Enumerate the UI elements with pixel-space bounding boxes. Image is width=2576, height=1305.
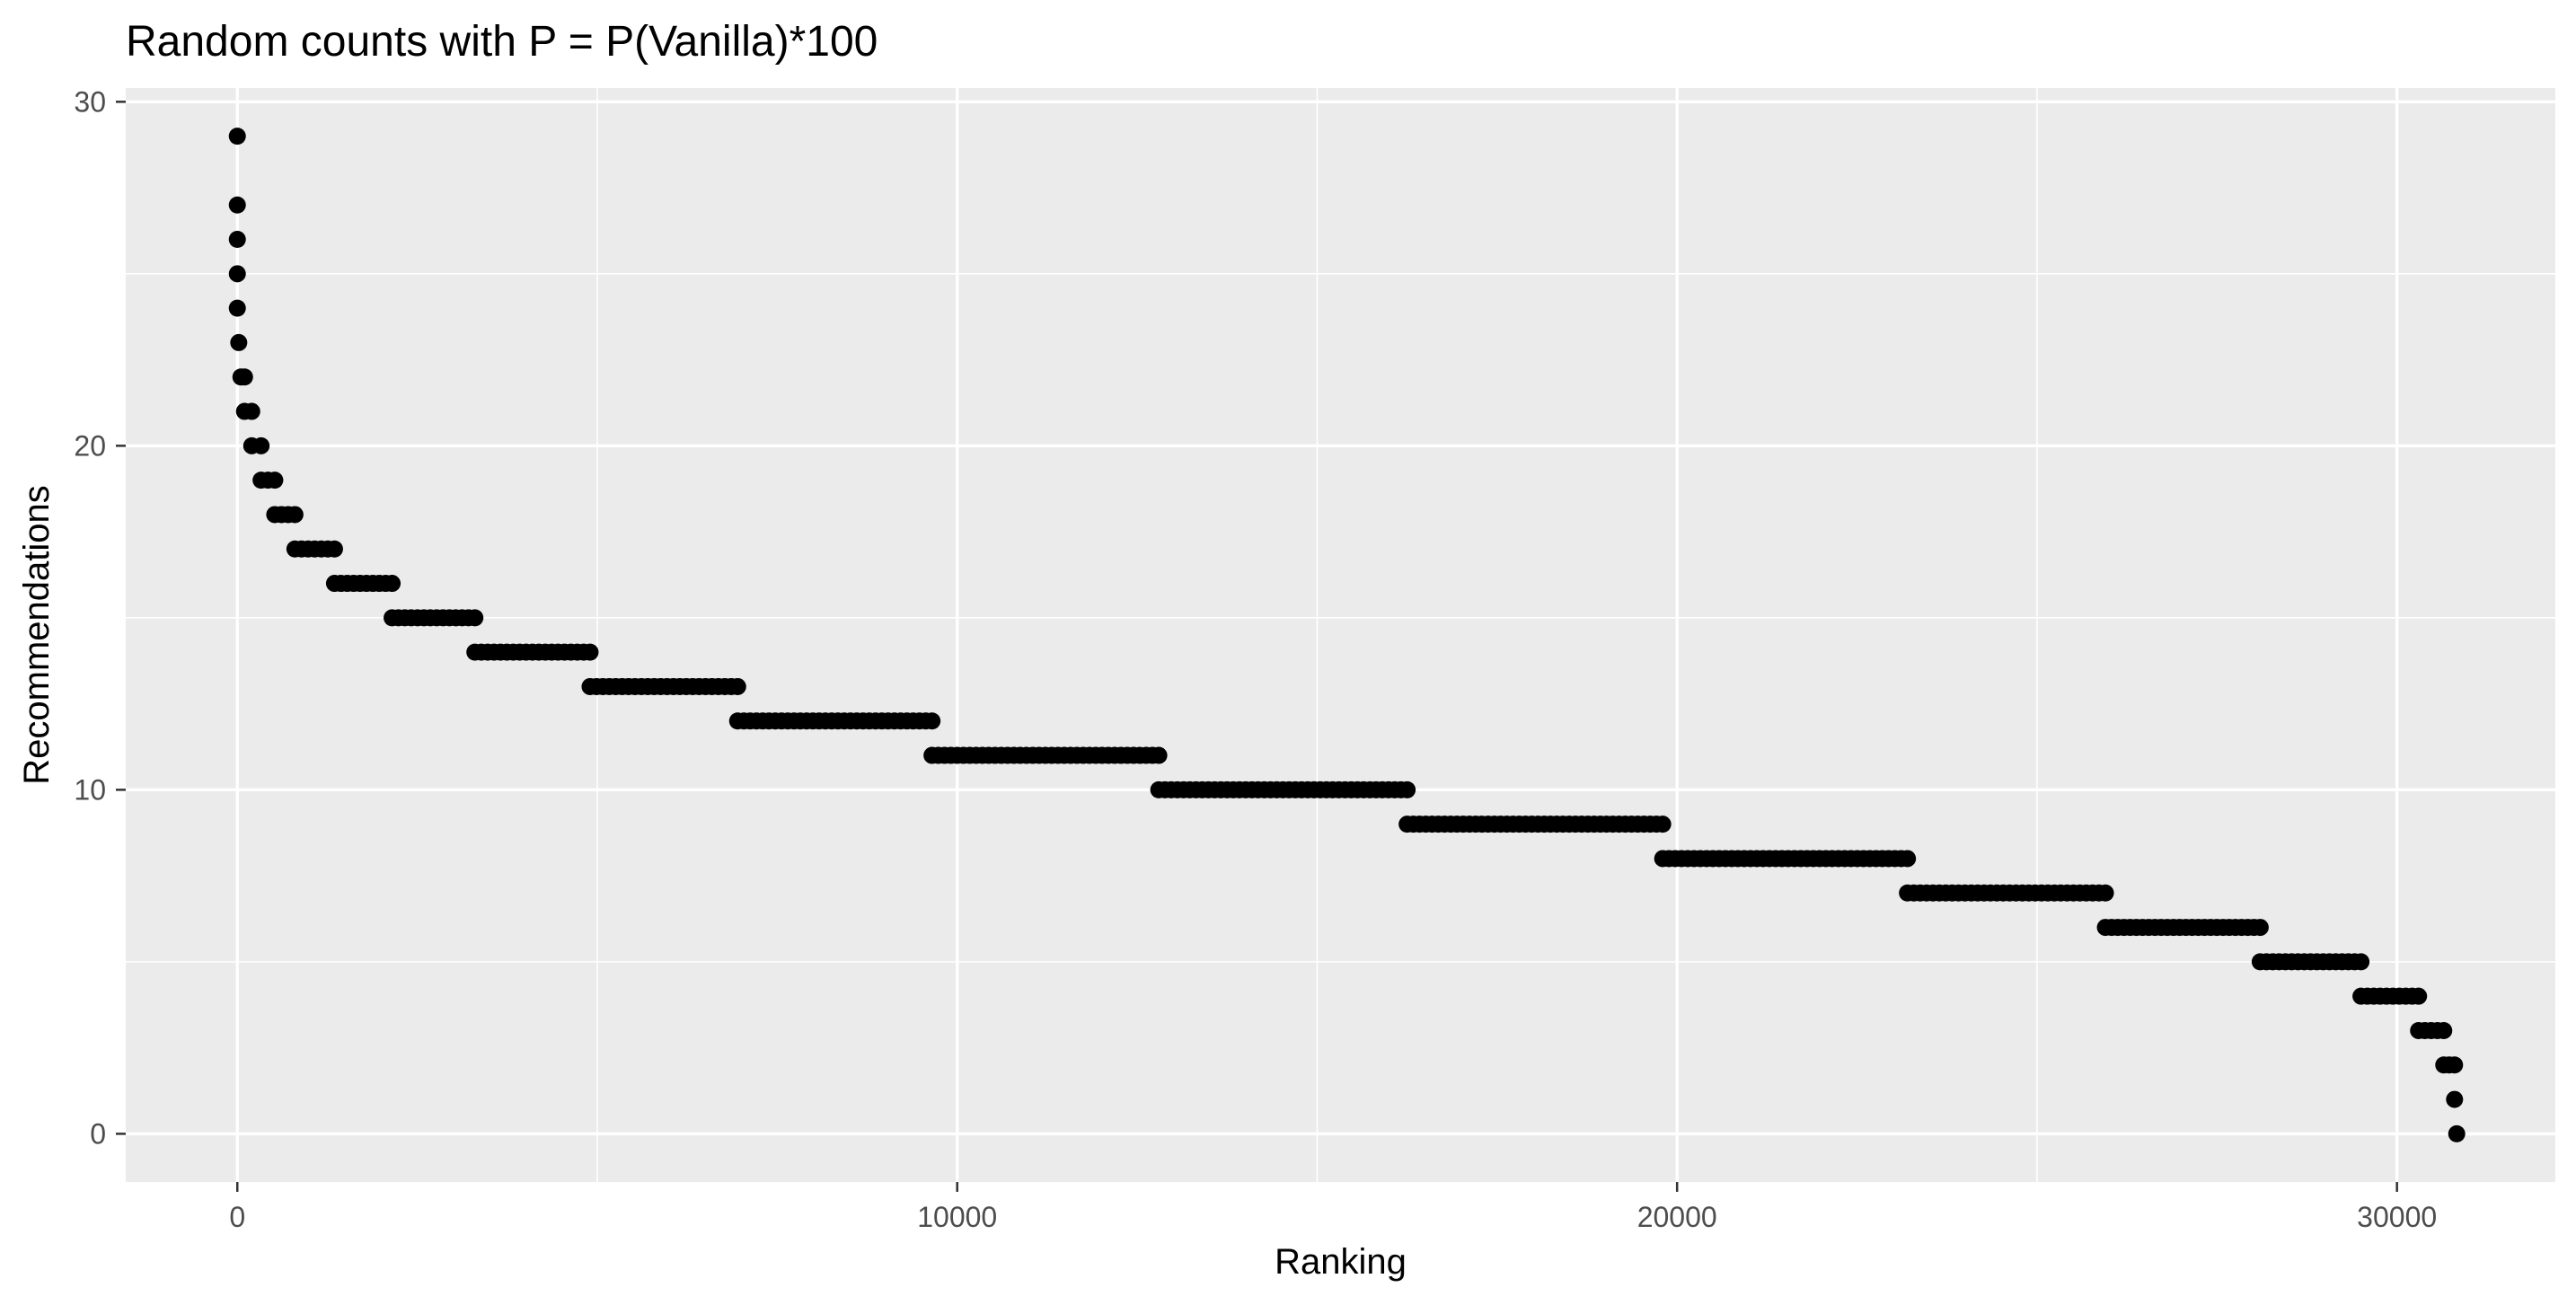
point-run-18 xyxy=(266,506,304,524)
x-tick-label: 20000 xyxy=(1637,1201,1717,1233)
point-run-24 xyxy=(228,299,246,317)
point-run-10 xyxy=(1150,780,1416,798)
point-run-23 xyxy=(230,333,248,351)
point-run-4 xyxy=(2352,987,2428,1005)
point-run-27 xyxy=(228,196,246,214)
data-point xyxy=(325,540,343,558)
data-point xyxy=(1899,850,1917,868)
data-point xyxy=(923,712,941,730)
point-run-20 xyxy=(243,436,270,454)
point-run-2 xyxy=(2435,1056,2464,1074)
y-tick-label: 30 xyxy=(74,85,106,118)
data-point xyxy=(384,575,401,593)
data-point xyxy=(2446,1056,2464,1074)
point-run-6 xyxy=(2096,919,2269,937)
x-tick-label: 0 xyxy=(229,1201,245,1233)
chart-title: Random counts with P = P(Vanilla)*100 xyxy=(126,18,878,66)
plot-panel xyxy=(126,88,2555,1182)
x-axis-title: Ranking xyxy=(1275,1242,1407,1282)
data-point xyxy=(466,609,484,627)
point-run-7 xyxy=(1899,884,2114,902)
data-point xyxy=(1398,780,1416,798)
data-point xyxy=(228,128,246,145)
point-run-25 xyxy=(228,265,246,283)
y-tick-label: 0 xyxy=(90,1117,106,1150)
data-point xyxy=(728,677,746,695)
point-run-8 xyxy=(1654,850,1917,868)
point-run-9 xyxy=(1398,816,1672,833)
point-run-17 xyxy=(286,540,343,558)
point-run-1 xyxy=(2446,1090,2464,1108)
data-point xyxy=(228,196,246,214)
point-run-14 xyxy=(466,643,599,661)
point-run-12 xyxy=(728,712,941,730)
x-tick-label: 30000 xyxy=(2357,1201,2437,1233)
data-point xyxy=(228,299,246,317)
point-run-29 xyxy=(228,128,246,145)
data-point xyxy=(2448,1124,2466,1142)
y-tick-label: 20 xyxy=(74,429,106,462)
point-run-0 xyxy=(2448,1124,2466,1142)
data-point xyxy=(1654,816,1672,833)
data-point xyxy=(581,643,599,661)
data-point xyxy=(228,231,246,249)
point-run-3 xyxy=(2410,1021,2453,1039)
data-point xyxy=(2251,919,2269,937)
data-point xyxy=(230,333,248,351)
data-point xyxy=(1150,746,1168,764)
data-point xyxy=(2435,1021,2453,1039)
point-run-22 xyxy=(232,368,253,386)
x-tick-label: 10000 xyxy=(917,1201,997,1233)
point-run-26 xyxy=(228,231,246,249)
data-point xyxy=(286,506,304,524)
y-tick-label: 10 xyxy=(74,773,106,806)
point-run-15 xyxy=(384,609,484,627)
data-point xyxy=(2096,884,2114,902)
point-run-5 xyxy=(2251,953,2370,971)
data-point xyxy=(228,265,246,283)
data-point xyxy=(252,436,270,454)
data-points xyxy=(228,128,2466,1142)
y-axis-title: Recommendations xyxy=(17,485,57,785)
point-run-11 xyxy=(923,746,1168,764)
y-axis: 0 10 20 30 xyxy=(74,85,126,1150)
grid-minor xyxy=(126,88,2555,1182)
x-axis: 0 10000 20000 30000 xyxy=(229,1182,2437,1233)
point-run-21 xyxy=(235,402,260,420)
data-point xyxy=(2352,953,2370,971)
point-run-13 xyxy=(581,677,746,695)
point-run-19 xyxy=(252,472,284,489)
data-point xyxy=(235,368,253,386)
data-point xyxy=(2410,987,2428,1005)
data-point xyxy=(2446,1090,2464,1108)
point-run-16 xyxy=(325,575,401,593)
data-point xyxy=(243,402,260,420)
data-point xyxy=(266,472,284,489)
